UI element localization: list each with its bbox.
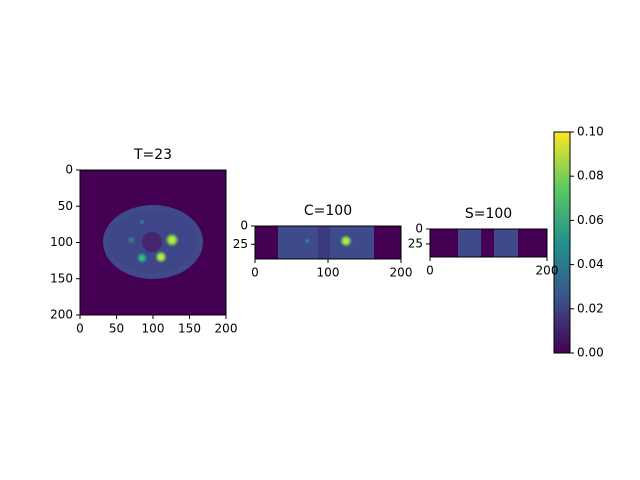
y-tick-label: 0 [415, 222, 423, 236]
y-tick-label: 150 [50, 271, 73, 285]
x-tick-label: 0 [76, 322, 84, 336]
colorbar-tick-label: 0.04 [577, 257, 604, 271]
y-tick-label: 100 [50, 235, 73, 249]
y-tick-label: 25 [233, 237, 248, 251]
colorbar-frame [553, 131, 571, 354]
y-tick-label: 0 [65, 163, 73, 177]
axes-title: C=100 [304, 203, 352, 219]
colorbar-tick-label: 0.00 [577, 346, 604, 360]
x-tick-label: 0 [251, 266, 259, 280]
colorbar-gradient [554, 132, 570, 353]
x-tick-label: 100 [317, 266, 340, 280]
colorbar-tick-label: 0.10 [577, 125, 604, 139]
axes-title: T=23 [133, 147, 172, 163]
y-tick-label: 25 [408, 236, 423, 250]
axes-frame [429, 228, 548, 258]
axes-title: S=100 [465, 206, 512, 222]
colorbar-tick-label: 0.02 [577, 301, 604, 315]
image-coronal [255, 226, 401, 259]
x-tick-label: 0 [426, 264, 434, 278]
image-sagittal [430, 229, 547, 257]
colorbar-tick-label: 0.08 [577, 169, 604, 183]
x-tick-label: 200 [536, 264, 559, 278]
y-tick-label: 200 [50, 308, 73, 322]
x-tick-label: 200 [390, 266, 413, 280]
y-tick-label: 0 [240, 219, 248, 233]
x-tick-label: 200 [215, 322, 238, 336]
x-tick-label: 150 [178, 322, 201, 336]
x-tick-label: 100 [142, 322, 165, 336]
image-transverse [80, 170, 226, 315]
y-tick-label: 50 [58, 199, 73, 213]
x-tick-label: 50 [109, 322, 124, 336]
colorbar-tick-label: 0.06 [577, 213, 604, 227]
